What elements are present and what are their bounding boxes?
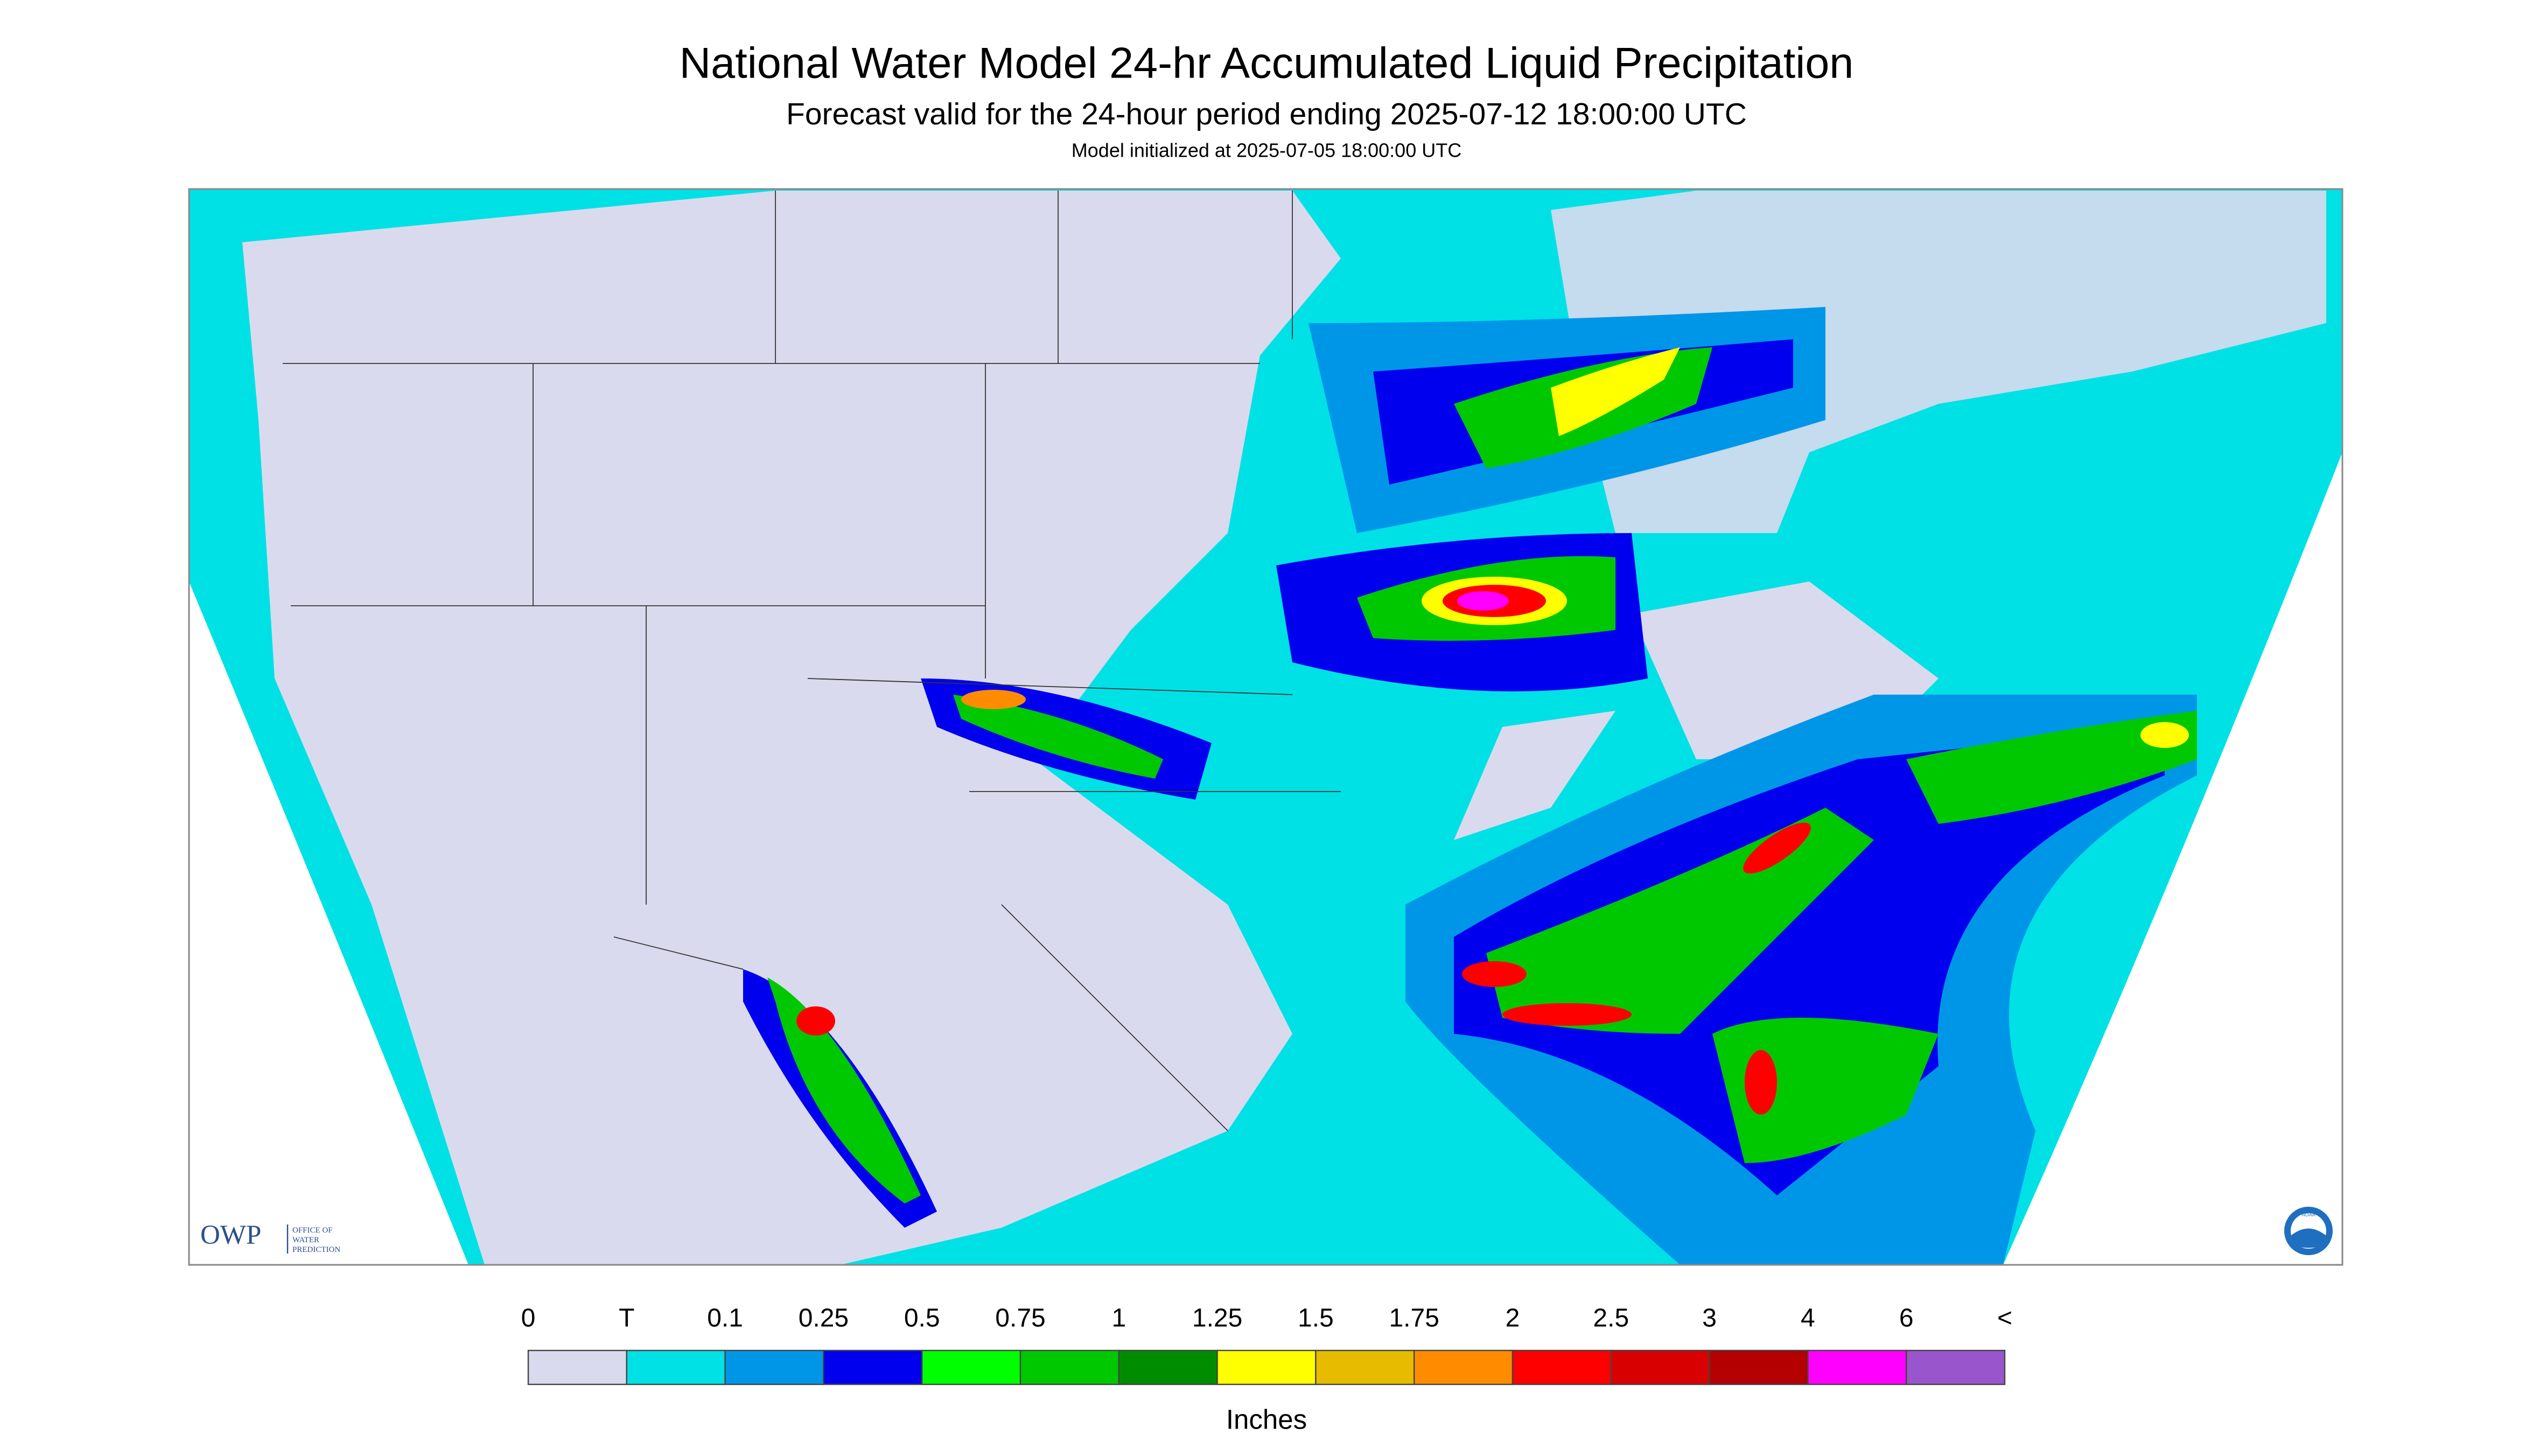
legend-label: 0 [521,1304,536,1333]
legend-label: 4 [1801,1304,1815,1333]
map-shape [1745,1050,1777,1115]
legend-swatch [1315,1349,1415,1385]
map-shape [188,188,2343,1266]
legend-swatch [1216,1349,1317,1385]
legend-label: 1 [1111,1304,1126,1333]
map-shape [1462,961,1527,988]
legend-label: 6 [1899,1304,1914,1333]
legend-swatch [1709,1349,1809,1385]
legend-swatch [1610,1349,1710,1385]
map-shape [953,695,1163,779]
noaa-badge: NOAA [2301,1212,2315,1217]
map-shape [283,191,1341,1131]
legend-swatch [1905,1349,2006,1385]
map-shape [1712,1018,1939,1164]
legend-swatch [1807,1349,1907,1385]
map-shape [1486,808,1874,1034]
map-shape [2003,452,2342,1265]
legend-label: 0.25 [799,1304,849,1333]
map-shape [2291,1228,2326,1248]
logo-line: WATER [292,1236,319,1244]
map-shape [242,191,1341,1265]
title: National Water Model 24-hr Accumulated L… [680,39,1854,87]
legend-label: 0.1 [707,1304,743,1333]
legend-swatch [1118,1349,1218,1385]
legend-label: 3 [1702,1304,1717,1333]
legend-swatch [1019,1349,1120,1385]
legend-swatch [527,1349,628,1385]
map-shape [1502,1003,1632,1026]
map-shape [1454,727,2165,1196]
map-shape [189,582,468,1265]
legend-swatch [921,1349,1021,1385]
map: OWP OFFICE OF WATER PREDICTION NOAA [188,188,2343,1266]
map-shape [1457,591,1509,611]
map-shape [796,1006,835,1036]
logo-text: OWP [200,1220,261,1250]
map-shape [1454,711,1615,841]
legend-label: 2.5 [1593,1304,1629,1333]
legend-label: 0.5 [904,1304,940,1333]
legend-label: 0.75 [995,1304,1045,1333]
legend-swatch [1512,1349,1612,1385]
legend-label: T [619,1304,634,1333]
legend-label: 2 [1506,1304,1520,1333]
map-shape [189,189,2342,1265]
legend-unit: Inches [1226,1404,1307,1434]
subtitle: Forecast valid for the 24-hour period en… [786,97,1747,131]
map-shape [767,977,921,1204]
map-shape [1743,822,1811,874]
map-shape [1906,711,2197,824]
legend-swatch [724,1349,824,1385]
legend-label: 1.75 [1389,1304,1439,1333]
legend-label: < [1997,1304,2012,1333]
legend-swatch [626,1349,726,1385]
legend: 0 T 0.1 0.25 0.5 0.75 1 1.25 1.5 1.75 2 2.5 3 4 6 < [521,1304,2012,1385]
logo-line: OFFICE OF [292,1226,333,1235]
init-note: Model initialized at 2025-07-05 18:00:00… [1072,139,1461,162]
map-shape [283,191,1341,1131]
legend-swatch [823,1349,923,1385]
legend-label: 1.5 [1298,1304,1334,1333]
map-shape [1551,347,1680,437]
map-shape [1551,191,2326,534]
logo-line: PREDICTION [292,1245,340,1254]
legend-swatch [1414,1349,1514,1385]
map-shape [961,690,1026,710]
map-shape [2140,722,2189,748]
legend-label: 1.25 [1192,1304,1242,1333]
